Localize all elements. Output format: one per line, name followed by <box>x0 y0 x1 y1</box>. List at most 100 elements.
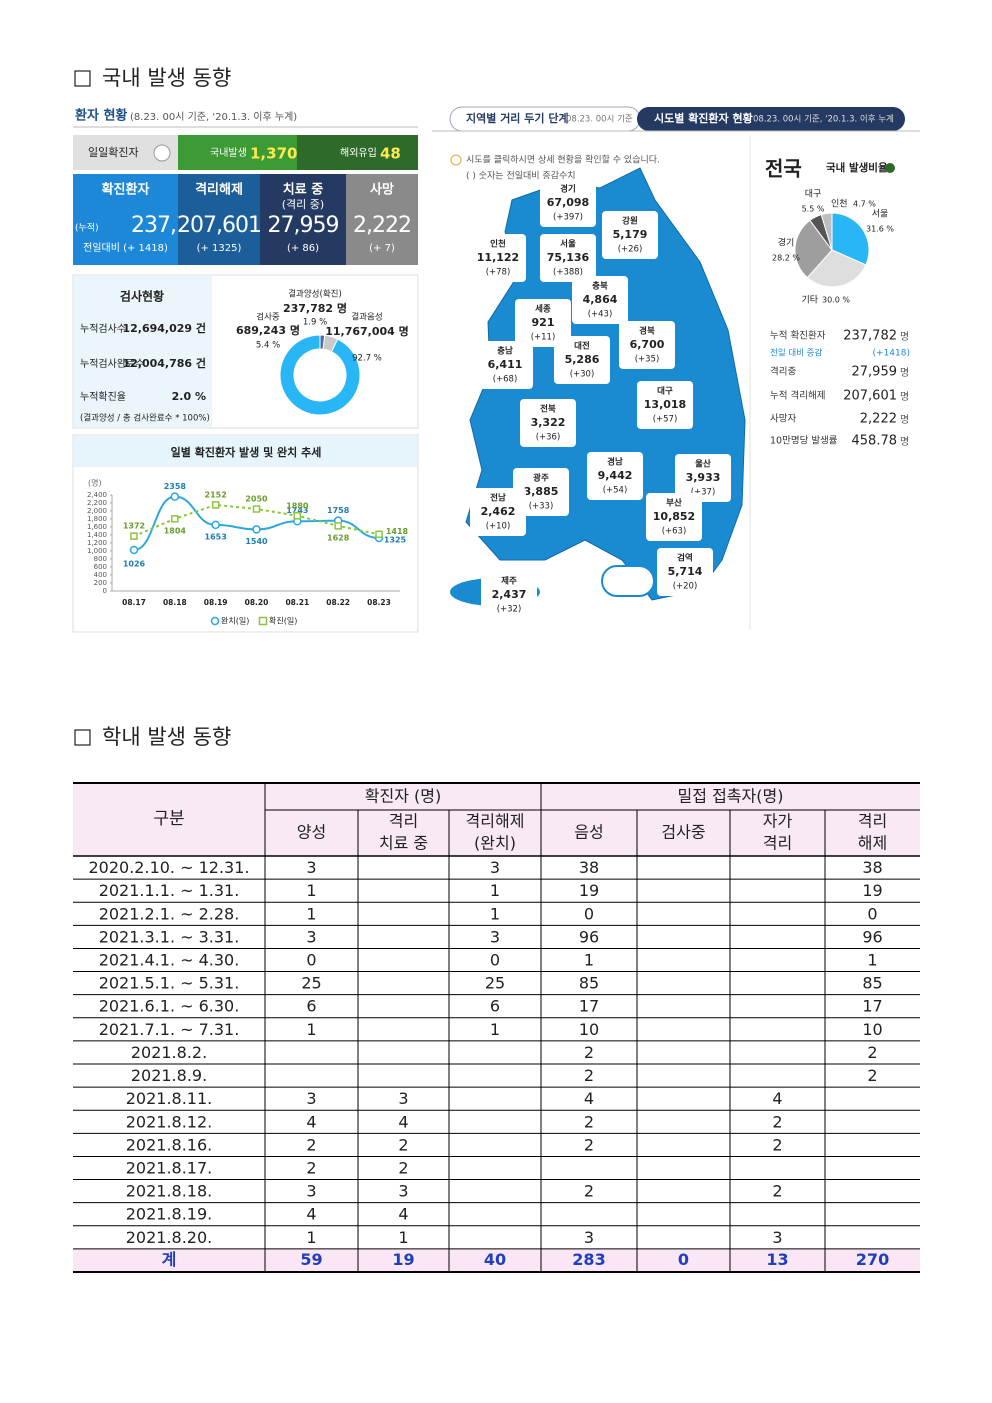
table-cell: 2021.8.20. <box>126 1228 213 1247</box>
text: 치료 중 <box>283 182 323 198</box>
text: (+26) <box>618 245 643 255</box>
text: (+33) <box>529 502 554 512</box>
data-label: 1026 <box>123 559 146 568</box>
x-tick-label: 08.19 <box>204 598 228 607</box>
table-cell: 2 <box>772 1135 782 1154</box>
table-cell: 2021.8.18. <box>126 1182 213 1201</box>
table-cell: 38 <box>579 858 599 877</box>
text: 누적확진율 <box>80 391 126 403</box>
table-cell: 0 <box>490 951 500 970</box>
table-cell: 25 <box>485 974 505 993</box>
table-cell: 2 <box>772 1182 782 1201</box>
table-cell: 2021.8.17. <box>126 1159 213 1178</box>
point <box>211 520 220 530</box>
y-tick-label: 800 <box>94 555 107 563</box>
data-label: 2152 <box>205 490 227 499</box>
text: 명 <box>900 367 909 379</box>
region-label[interactable] <box>470 488 526 536</box>
table-cell: 6 <box>306 997 316 1016</box>
table-cell: 2 <box>867 1043 877 1062</box>
table-cell: 2 <box>772 1112 782 1131</box>
region-label[interactable] <box>470 234 526 282</box>
tab-active <box>637 107 905 131</box>
region-label[interactable] <box>540 234 596 282</box>
text: 명 <box>900 331 909 343</box>
text: (+388) <box>553 268 583 278</box>
text: 울산 <box>695 459 711 470</box>
text: 27,959 <box>852 365 898 380</box>
table-cell: 4 <box>772 1089 782 1108</box>
info-icon <box>450 154 462 166</box>
region-label[interactable] <box>572 276 628 324</box>
region-label[interactable] <box>515 299 571 347</box>
region-label[interactable] <box>477 341 533 389</box>
table-cell: 2 <box>306 1135 316 1154</box>
region-label[interactable] <box>481 571 537 619</box>
slice <box>820 212 833 251</box>
table-cell: 96 <box>579 927 599 946</box>
region-label[interactable] <box>513 468 569 516</box>
text: (+397) <box>553 213 583 223</box>
table-total: 0 <box>678 1250 689 1269</box>
checkbox <box>74 729 91 746</box>
text: 5,179 <box>613 228 648 241</box>
text: 명 <box>900 391 909 403</box>
text: 경남 <box>607 457 623 468</box>
text: (+32) <box>497 605 522 615</box>
slice <box>279 334 361 416</box>
stat-card <box>178 174 260 265</box>
text: 음성 <box>574 823 603 842</box>
text: 207,601 <box>177 213 261 238</box>
text: 해제 <box>858 834 887 853</box>
region-label[interactable] <box>554 336 610 384</box>
text: 2.0 % <box>172 390 206 403</box>
table-cell: 1 <box>306 1020 316 1039</box>
text: 일일확진자 <box>88 145 139 159</box>
text: 자가 <box>763 812 793 831</box>
data-label: 2358 <box>164 482 187 491</box>
table-cell: 1 <box>490 1020 500 1039</box>
table-cell: 2021.8.11. <box>126 1089 213 1108</box>
text: 3,322 <box>531 416 566 429</box>
text: 458.78 <box>852 434 898 449</box>
x-tick-label: 08.21 <box>285 598 309 607</box>
table-cell: 2021.6.1. ~ 6.30. <box>99 997 240 1016</box>
point <box>252 505 261 513</box>
table-cell: 2021.8.9. <box>131 1066 207 1085</box>
table-cell: 4 <box>306 1205 316 1224</box>
data-label: 1325 <box>384 536 407 545</box>
slice <box>794 219 833 279</box>
text: 인천 <box>490 239 506 250</box>
region-label[interactable] <box>619 321 675 369</box>
table-total: 40 <box>484 1250 506 1269</box>
y-tick-label: 200 <box>94 579 107 587</box>
text: 08.23. 00시 기준 <box>566 115 633 125</box>
table-cell: 2 <box>584 1066 594 1085</box>
text: (+43) <box>588 310 613 320</box>
text: 1,370 <box>250 145 297 163</box>
region-label[interactable] <box>587 452 643 500</box>
text: 확진자 (명) <box>365 787 441 806</box>
table-cell: 3 <box>584 1228 594 1247</box>
data-label: 1743 <box>286 506 308 515</box>
text: 명 <box>900 414 909 426</box>
table-cell: 4 <box>398 1205 408 1224</box>
text: 1.9 % <box>303 318 327 328</box>
text: 9,442 <box>598 469 633 482</box>
region-label[interactable] <box>602 211 658 259</box>
table-cell: 2021.2.1. ~ 2.28. <box>99 904 240 923</box>
region-label[interactable] <box>646 493 702 541</box>
region-label[interactable] <box>675 454 731 502</box>
region-label[interactable] <box>540 179 596 227</box>
text: 13,018 <box>644 398 686 411</box>
section-heading: 학내 발생 동향 <box>102 725 231 749</box>
text: 전북 <box>540 404 556 415</box>
text: (+36) <box>536 433 561 443</box>
region-label[interactable] <box>657 548 713 596</box>
table-cell: 2 <box>867 1066 877 1085</box>
text: 5.5 % <box>802 205 825 214</box>
region-label[interactable] <box>520 399 576 447</box>
slice <box>806 249 867 288</box>
text: 30.0 % <box>822 296 850 305</box>
region-label[interactable] <box>637 381 693 429</box>
